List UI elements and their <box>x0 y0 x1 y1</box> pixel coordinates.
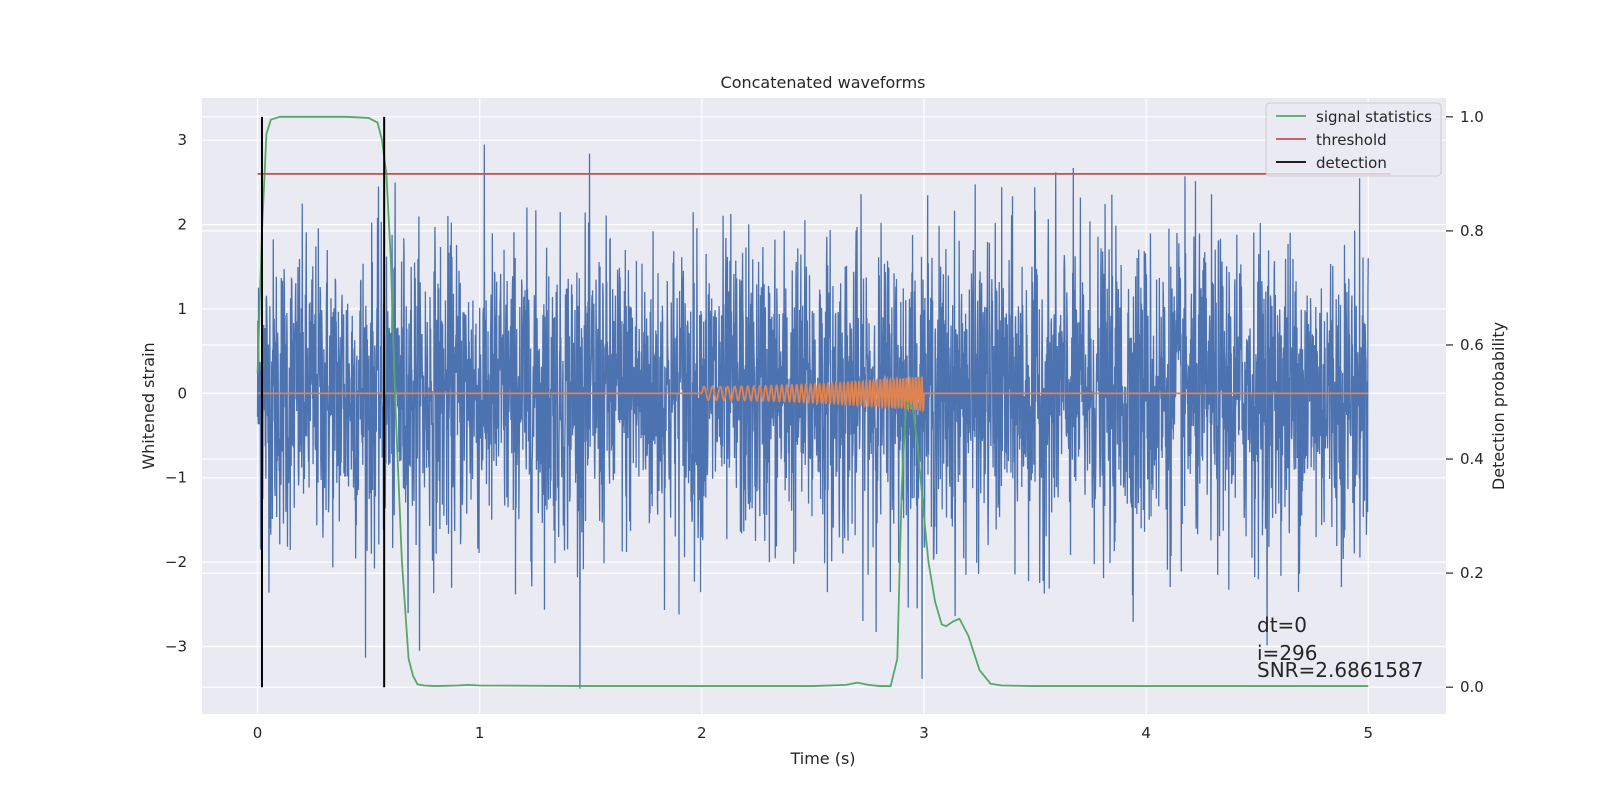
annotation-snr: SNR=2.6861587 <box>1257 658 1423 682</box>
legend-label-signal-statistics: signal statistics <box>1316 108 1432 126</box>
y-tick-label-5: 2 <box>177 216 187 234</box>
y-tick-label-2: −1 <box>165 469 187 487</box>
legend: signal statistics threshold detection <box>1265 102 1442 177</box>
y-tick-label-4: 1 <box>177 300 187 318</box>
x-tick-label-0: 0 <box>253 724 263 742</box>
y-right-axis-label: Detection probability <box>1489 322 1508 490</box>
y-right-tick-label-4: 0.8 <box>1460 222 1484 240</box>
y-tick-label-1: −2 <box>165 553 187 571</box>
axes: 0 1 2 3 4 5 −3 −2 −1 0 1 2 3 0.0 0.2 0.4 0.6 0.8 1.0 <box>165 108 1484 742</box>
legend-label-detection: detection <box>1316 154 1387 172</box>
chart-title: Concatenated waveforms <box>721 73 926 92</box>
line-noise-strain <box>256 144 1369 689</box>
x-tick-label-1: 1 <box>475 724 485 742</box>
y-axis-label: Whitened strain <box>139 342 158 469</box>
legend-box <box>1265 102 1442 177</box>
annotation-dt: dt=0 <box>1257 613 1307 637</box>
x-tick-label-4: 4 <box>1141 724 1151 742</box>
annotation-i: i=296 <box>1257 641 1318 665</box>
y-right-tick-label-2: 0.4 <box>1460 450 1484 468</box>
y-tick-label-0: −3 <box>165 637 187 655</box>
y-right-tick-label-5: 1.0 <box>1460 108 1484 126</box>
annotations: dt=0 i=296 SNR=2.6861587 <box>1257 613 1423 682</box>
data-layer <box>256 115 1391 689</box>
y-right-tick-label-0: 0.0 <box>1460 678 1484 696</box>
x-axis-label: Time (s) <box>789 749 855 768</box>
x-tick-label-3: 3 <box>919 724 929 742</box>
x-tick-label-2: 2 <box>697 724 707 742</box>
legend-label-threshold: threshold <box>1316 131 1387 149</box>
y-right-tick-label-1: 0.2 <box>1460 564 1484 582</box>
y-tick-label-6: 3 <box>177 131 187 149</box>
line-chirp-template <box>257 375 1369 414</box>
y-right-tick-label-3: 0.6 <box>1460 336 1484 354</box>
y-tick-label-3: 0 <box>177 384 187 402</box>
line-signal-statistics <box>256 115 1369 687</box>
x-tick-label-5: 5 <box>1363 724 1373 742</box>
